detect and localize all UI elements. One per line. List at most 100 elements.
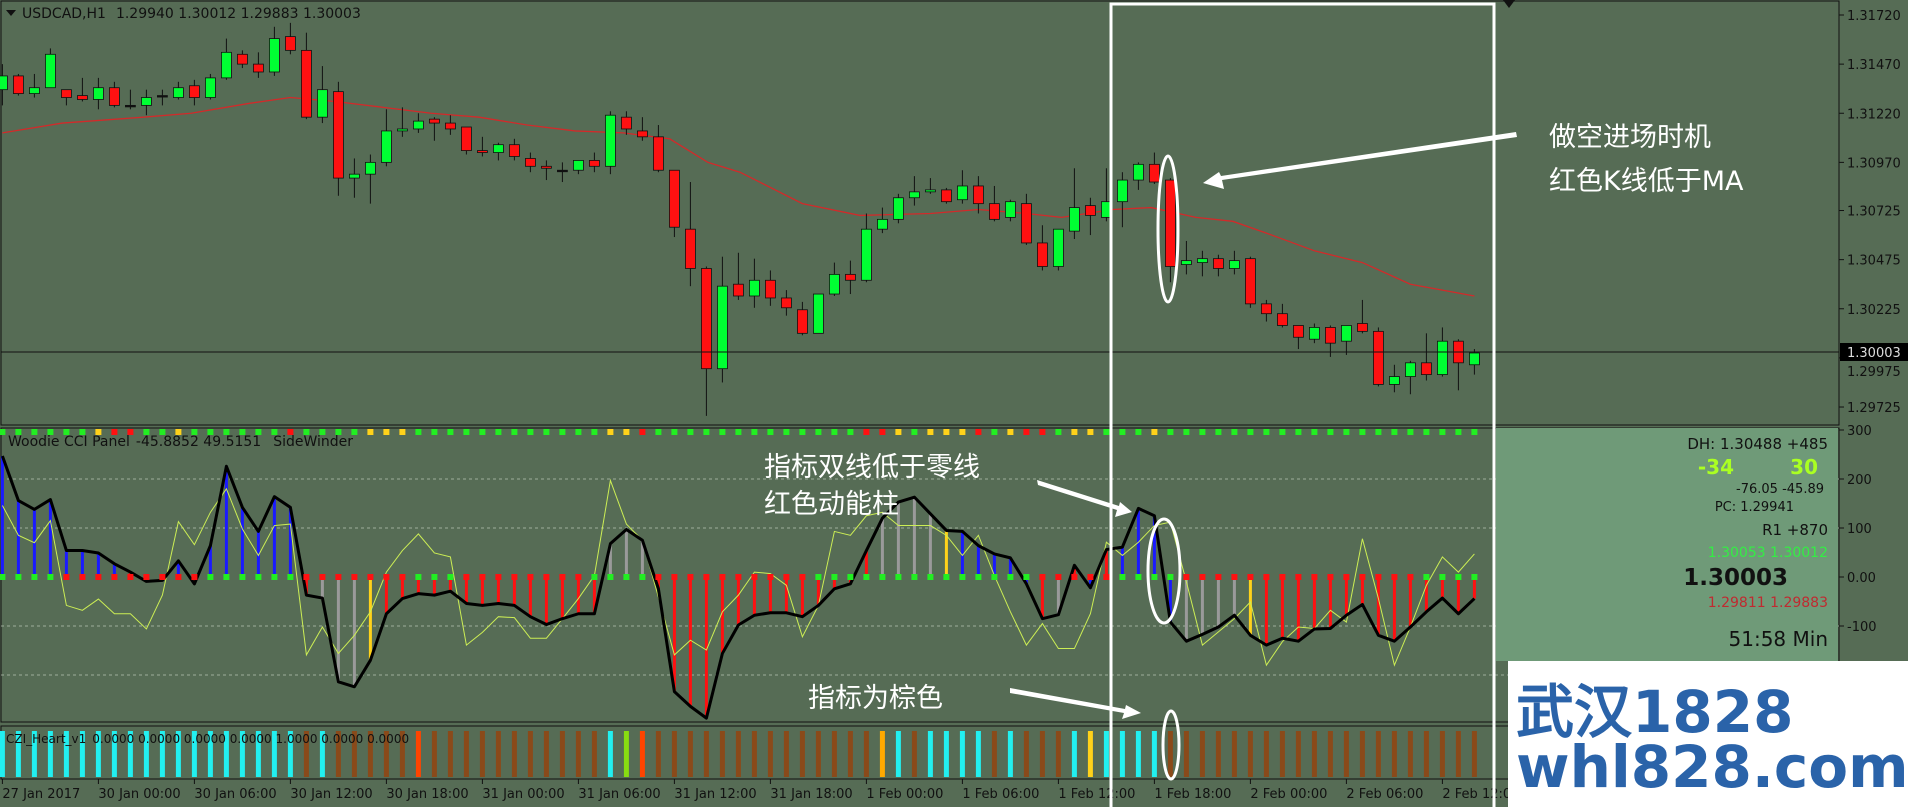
time-tick-label: 2 Feb 12:00 (1442, 787, 1519, 802)
candle-body (1261, 303, 1272, 315)
heart-bar (879, 731, 885, 777)
zero-line-dot (415, 574, 422, 580)
trend-dot (1087, 429, 1094, 435)
trend-dot (1295, 429, 1302, 435)
trend-dot (1279, 429, 1286, 435)
heart-bar (511, 731, 517, 777)
heart-bar (383, 731, 389, 777)
zero-line-dot (127, 574, 134, 580)
zero-line-dot (47, 574, 54, 580)
current-price-large: 1.30003 (1683, 565, 1788, 591)
time-tick-label: 30 Jan 12:00 (290, 787, 372, 802)
zero-line-dot (671, 574, 678, 580)
trend-dot (335, 429, 342, 435)
candle-body (476, 150, 488, 153)
cci-tick-label: 300 (1847, 424, 1872, 439)
zero-line-dot (1439, 574, 1446, 580)
heart-bar (1375, 731, 1381, 777)
shift-marker-icon[interactable] (1503, 0, 1515, 8)
zero-line-dot (1007, 574, 1014, 580)
heart-bar (1199, 731, 1205, 777)
time-tick-label: 31 Jan 12:00 (674, 787, 756, 802)
trend-dot (143, 429, 150, 435)
heart-bar (623, 731, 629, 777)
zero-line-dot (543, 574, 550, 580)
chart-symbol-header: USDCAD,H1 1.29940 1.30012 1.29883 1.30003 (22, 6, 361, 22)
candle-body (1341, 325, 1352, 342)
zero-line-dot (1087, 574, 1094, 580)
trend-dot (511, 429, 518, 435)
candle-body (781, 297, 792, 309)
trend-dot (927, 429, 934, 435)
candle-body (637, 130, 648, 138)
heart-bar (975, 731, 981, 777)
heart-bar (591, 731, 597, 777)
candle-body (621, 116, 632, 130)
candles (0, 22, 1480, 416)
collapse-triangle-icon[interactable] (6, 10, 16, 16)
zero-line-dot (735, 574, 742, 580)
candle-body (268, 38, 280, 73)
heart-bar (1087, 731, 1093, 777)
zero-line-dot (1327, 574, 1334, 580)
zero-line-dot (767, 574, 774, 580)
heart-bar (559, 731, 565, 777)
candle-body (701, 268, 712, 370)
trend-dot (239, 429, 246, 435)
trend-dot (799, 429, 806, 435)
cci-polyline (0, 455, 1476, 720)
candle-body (508, 144, 520, 157)
trend-dot (815, 429, 822, 435)
heart-bar (1071, 731, 1077, 777)
heart-bar (175, 731, 181, 777)
zero-line-dot (335, 574, 342, 580)
heart-bar (351, 731, 357, 777)
heart-bar (463, 731, 469, 777)
heart-bar (1359, 731, 1365, 777)
candle-body (877, 218, 888, 230)
trend-dot (0, 429, 6, 435)
time-tick-label: 31 Jan 00:00 (482, 787, 564, 802)
heart-bar (1007, 731, 1013, 777)
candle-body (541, 165, 552, 169)
heart-bar (687, 731, 693, 777)
candle-body (45, 53, 56, 89)
candle-body (1373, 330, 1384, 385)
heart-bar (1279, 731, 1285, 777)
entry-annotation-line1: 做空进场时机 (1549, 122, 1711, 153)
info-panel: DH: 1.30488 +485 -34 30 -76.05 -45.89 PC… (1496, 428, 1838, 661)
signal-right: 30 (1790, 455, 1818, 479)
trend-dot (1007, 429, 1014, 435)
heart-bar (1391, 731, 1397, 777)
candle-body (813, 293, 824, 334)
price-tick-label: 1.31220 (1847, 107, 1901, 122)
heart-bar (703, 731, 709, 777)
time-tick-label: 27 Jan 2017 (2, 787, 80, 802)
trend-dot (1375, 429, 1382, 435)
heart-bar (1167, 731, 1173, 777)
trend-dot (991, 429, 998, 435)
trend-dot (831, 429, 838, 435)
candle-body (348, 173, 360, 179)
trend-dot (975, 429, 982, 435)
candle-body (1421, 362, 1432, 375)
zero-line-dot (527, 574, 534, 580)
trend-dot (703, 429, 710, 435)
cci-tick-label: 200 (1847, 473, 1872, 488)
cci-header: Woodie CCI Panel -45.8852 49.5151 SideWind… (8, 434, 353, 450)
trend-dot (495, 429, 502, 435)
zero-line-dot (831, 574, 838, 580)
zero-line-dot (783, 574, 790, 580)
heart-bar (495, 731, 501, 777)
watermark-line1: 武汉1828 (1516, 678, 1794, 746)
zero-line-dot (63, 574, 70, 580)
candle-body (589, 160, 600, 167)
cci-annotation-line1: 指标双线低于零线 (764, 452, 980, 483)
watermark: 武汉1828 whl828.com (1508, 661, 1908, 807)
candle-body (749, 279, 760, 297)
zero-line-dot (223, 574, 230, 580)
heart-bar (655, 731, 661, 777)
heart-bar (95, 731, 101, 777)
trend-dot (1183, 429, 1190, 435)
